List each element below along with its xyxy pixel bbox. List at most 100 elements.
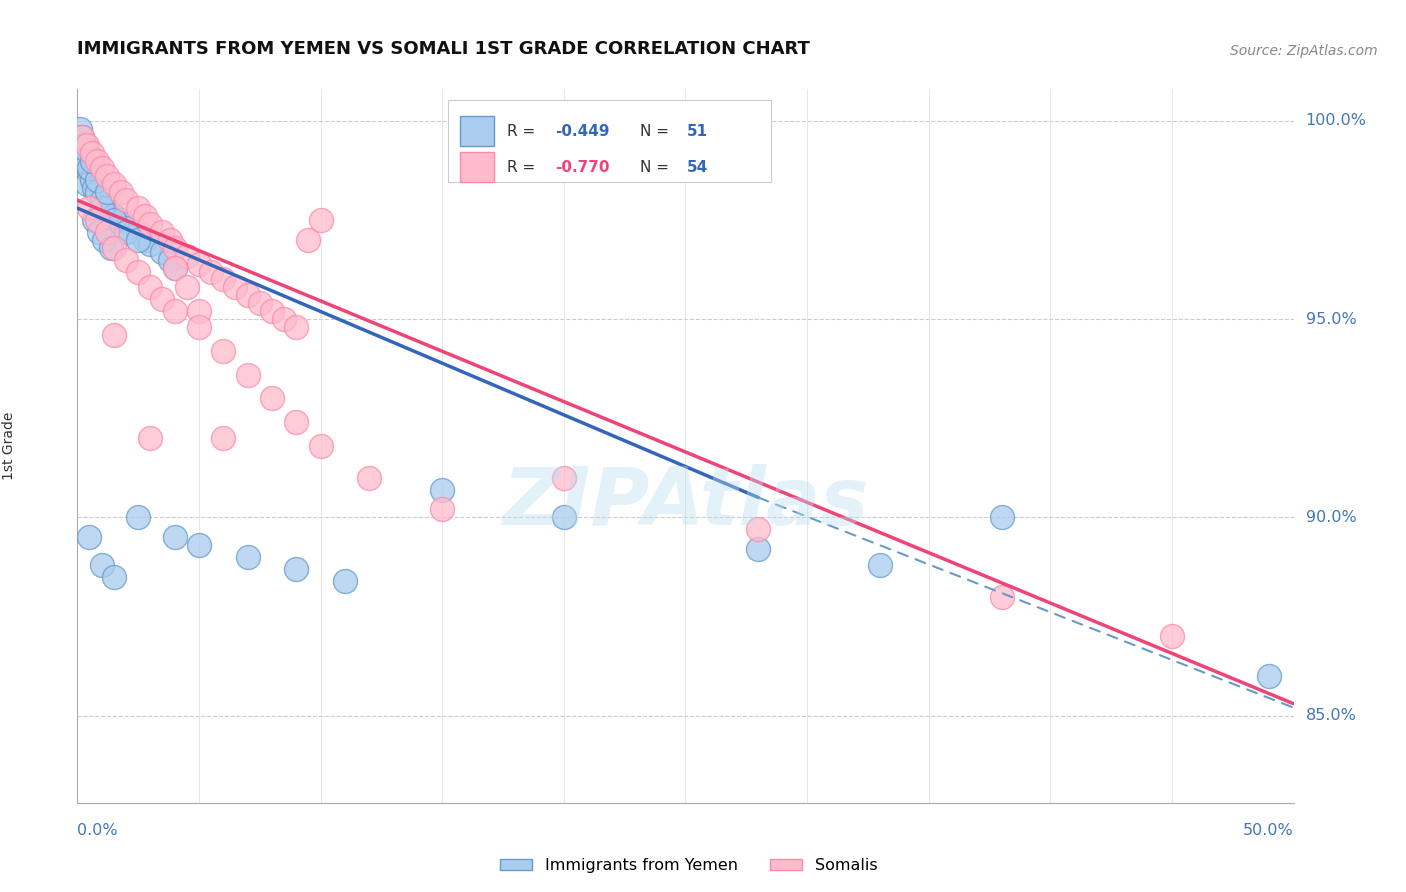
- Point: [188, 538, 211, 552]
- Point: [249, 296, 271, 310]
- Point: [79, 201, 101, 215]
- Point: [159, 252, 181, 267]
- Point: [176, 249, 198, 263]
- Point: [86, 213, 108, 227]
- Point: [89, 225, 111, 239]
- Text: 85.0%: 85.0%: [1306, 708, 1357, 723]
- Point: [96, 186, 118, 200]
- Text: 95.0%: 95.0%: [1306, 311, 1357, 326]
- Text: ZIPAtlas: ZIPAtlas: [502, 464, 869, 542]
- Point: [103, 241, 125, 255]
- Point: [134, 233, 156, 247]
- Bar: [460, 116, 495, 146]
- Point: [285, 415, 308, 429]
- Point: [90, 558, 112, 572]
- Point: [990, 590, 1012, 604]
- Text: 1st Grade: 1st Grade: [3, 412, 17, 480]
- Point: [139, 217, 162, 231]
- Point: [309, 213, 332, 227]
- Point: [553, 510, 575, 524]
- Point: [90, 201, 112, 215]
- Point: [115, 225, 138, 239]
- Point: [134, 209, 156, 223]
- Point: [163, 260, 186, 275]
- Point: [103, 570, 125, 584]
- Text: R =: R =: [506, 160, 540, 175]
- Point: [152, 293, 174, 307]
- Point: [747, 542, 769, 557]
- Point: [152, 225, 174, 239]
- Point: [76, 178, 98, 192]
- Point: [260, 304, 283, 318]
- Point: [80, 153, 103, 168]
- Point: [70, 129, 93, 144]
- Text: N =: N =: [640, 124, 675, 138]
- Point: [83, 181, 105, 195]
- Point: [159, 233, 181, 247]
- Point: [869, 558, 891, 572]
- Point: [430, 483, 453, 497]
- Point: [103, 213, 125, 227]
- Point: [990, 510, 1012, 524]
- Point: [747, 522, 769, 536]
- Point: [73, 142, 96, 156]
- Point: [96, 225, 118, 239]
- Point: [127, 201, 149, 215]
- Bar: [449, 100, 770, 182]
- Point: [103, 209, 125, 223]
- Point: [224, 280, 246, 294]
- Point: [80, 145, 103, 160]
- Point: [86, 186, 108, 200]
- Point: [163, 530, 186, 544]
- Point: [115, 221, 138, 235]
- Text: 51: 51: [686, 124, 707, 138]
- Point: [139, 431, 162, 445]
- Legend: Immigrants from Yemen, Somalis: Immigrants from Yemen, Somalis: [494, 852, 884, 880]
- Point: [70, 150, 93, 164]
- Point: [297, 233, 319, 247]
- Point: [83, 213, 105, 227]
- Point: [80, 173, 103, 187]
- Point: [90, 161, 112, 176]
- Point: [212, 343, 235, 358]
- Point: [152, 244, 174, 259]
- Text: 90.0%: 90.0%: [1306, 510, 1357, 524]
- Point: [285, 320, 308, 334]
- Point: [90, 193, 112, 207]
- Point: [163, 260, 186, 275]
- Point: [139, 280, 162, 294]
- Text: 54: 54: [686, 160, 707, 175]
- Point: [333, 574, 356, 588]
- Point: [79, 165, 101, 179]
- Point: [188, 257, 211, 271]
- Point: [200, 264, 222, 278]
- Point: [188, 304, 211, 318]
- Text: 50.0%: 50.0%: [1243, 822, 1294, 838]
- Point: [285, 562, 308, 576]
- Bar: [460, 153, 495, 182]
- Point: [163, 304, 186, 318]
- Point: [176, 280, 198, 294]
- Point: [1258, 669, 1281, 683]
- Text: N =: N =: [640, 160, 675, 175]
- Point: [100, 241, 122, 255]
- Point: [127, 225, 149, 239]
- Point: [236, 288, 259, 302]
- Text: IMMIGRANTS FROM YEMEN VS SOMALI 1ST GRADE CORRELATION CHART: IMMIGRANTS FROM YEMEN VS SOMALI 1ST GRAD…: [77, 40, 810, 58]
- Point: [79, 161, 101, 176]
- Point: [79, 530, 101, 544]
- Point: [69, 121, 91, 136]
- Point: [86, 153, 108, 168]
- Text: R =: R =: [506, 124, 540, 138]
- Point: [127, 510, 149, 524]
- Text: 100.0%: 100.0%: [1306, 113, 1367, 128]
- Point: [260, 392, 283, 406]
- Point: [430, 502, 453, 516]
- Point: [127, 264, 149, 278]
- Point: [70, 129, 93, 144]
- Text: 0.0%: 0.0%: [77, 822, 118, 838]
- Point: [73, 161, 96, 176]
- Point: [110, 186, 132, 200]
- Point: [212, 431, 235, 445]
- Point: [76, 142, 98, 156]
